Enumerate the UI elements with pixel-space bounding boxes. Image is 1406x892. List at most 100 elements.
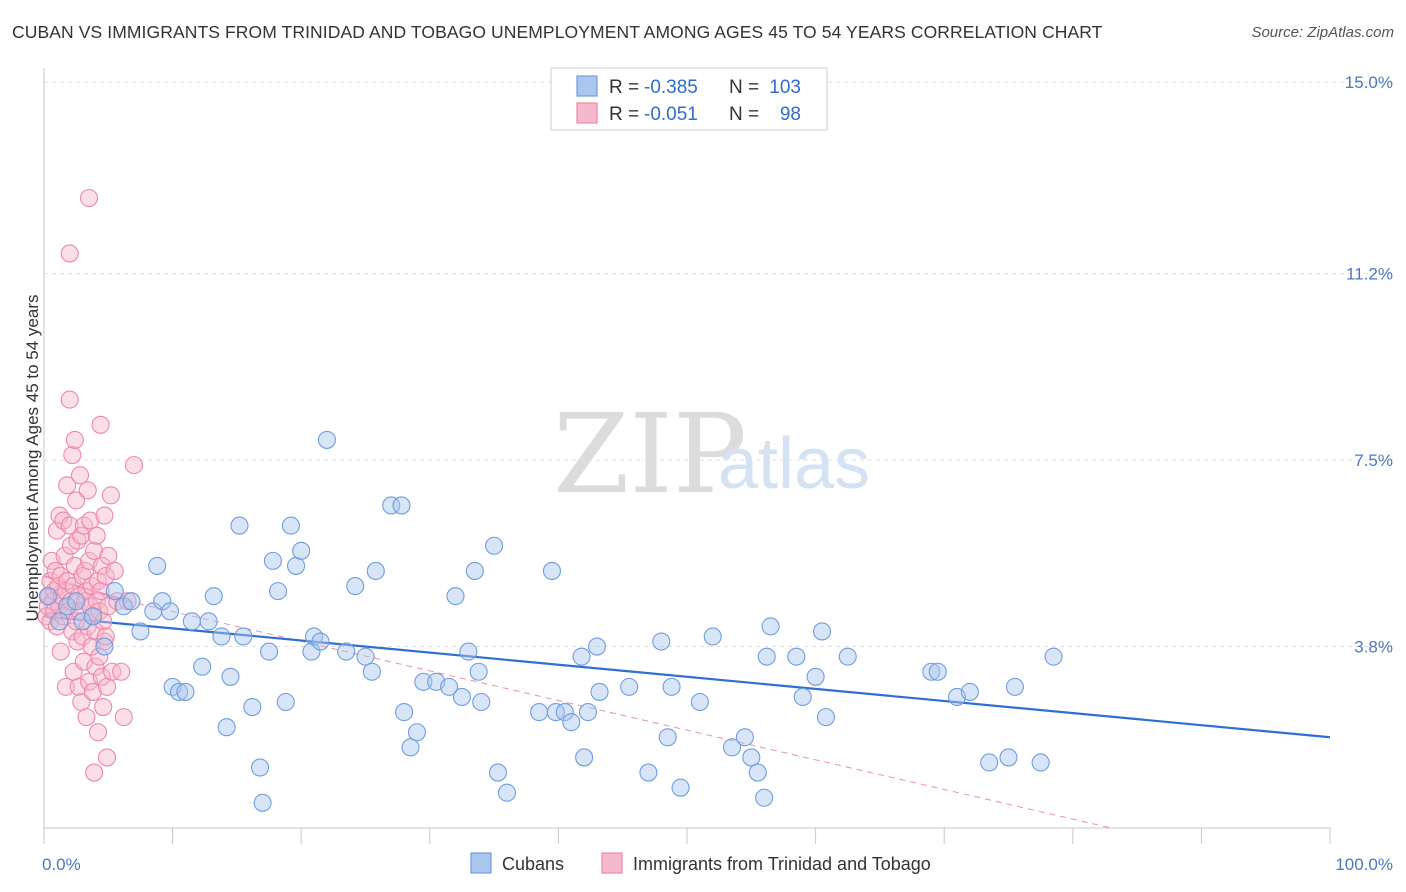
data-point-trinidad-tobago [68, 632, 87, 651]
data-point-trinidad-tobago [67, 491, 86, 510]
data-point-cubans [362, 662, 381, 681]
data-point-cubans [148, 556, 167, 575]
trend-projection-trinidad-tobago [127, 600, 1112, 829]
data-point-trinidad-tobago [76, 561, 95, 581]
bottom-legend-swatch-trinidad-tobago [601, 852, 623, 874]
y-tick-labels: 3.8% 7.5% 11.2% 15.0% [1345, 73, 1393, 656]
data-point-cubans [761, 617, 780, 636]
data-point-trinidad-tobago [92, 667, 111, 686]
data-point-cubans [658, 728, 677, 747]
data-point-cubans [302, 642, 321, 661]
data-point-cubans [922, 662, 941, 681]
data-point-cubans [204, 587, 223, 606]
data-point-trinidad-tobago [87, 526, 106, 545]
data-point-cubans [446, 587, 465, 606]
data-point-trinidad-tobago [46, 561, 65, 581]
data-point-cubans [620, 677, 639, 696]
data-point-cubans [562, 713, 581, 732]
data-point-cubans [95, 637, 114, 656]
data-point-trinidad-tobago [91, 415, 110, 434]
data-point-cubans [281, 516, 300, 535]
data-point-cubans [182, 612, 201, 631]
legend-r-label-cubans: R = [609, 77, 639, 98]
data-point-cubans [366, 561, 385, 581]
data-point-trinidad-tobago [95, 506, 114, 525]
data-point-trinidad-tobago [65, 556, 84, 575]
data-point-cubans [234, 627, 253, 646]
data-point-cubans [572, 647, 591, 666]
bottom-legend-label-tt: Immigrants from Trinidad and Tobago [633, 854, 931, 874]
data-point-cubans [578, 703, 598, 722]
series-legend: Cubans Immigrants from Trinidad and Toba… [470, 852, 931, 874]
data-point-cubans [73, 612, 92, 631]
data-point-cubans [1031, 753, 1050, 772]
data-point-trinidad-tobago [83, 682, 102, 701]
bottom-legend-label-cubans: Cubans [502, 854, 564, 874]
data-point-cubans [176, 682, 195, 701]
legend-swatch-cubans [576, 75, 598, 97]
data-point-cubans [292, 541, 311, 560]
data-point-cubans [575, 748, 594, 767]
data-point-cubans [497, 783, 517, 802]
data-point-cubans [465, 561, 484, 581]
data-point-trinidad-tobago [58, 476, 77, 495]
legend-r-value-cubans: -0.385 [644, 77, 698, 98]
data-point-cubans [193, 657, 212, 676]
legend-swatch-trinidad-tobago [576, 102, 598, 124]
data-point-cubans [440, 677, 459, 696]
data-point-trinidad-tobago [96, 566, 115, 586]
data-point-cubans [407, 723, 426, 742]
data-point-cubans [217, 718, 236, 737]
chart-title: CUBAN VS IMMIGRANTS FROM TRINIDAD AND TO… [12, 22, 1103, 42]
data-point-cubans [401, 738, 420, 757]
data-point-cubans [346, 577, 365, 596]
data-point-cubans [160, 602, 180, 621]
data-point-trinidad-tobago [112, 662, 131, 681]
y-tick-label: 11.2% [1346, 265, 1393, 284]
source-credit: Source: ZipAtlas.com [1251, 24, 1394, 41]
series-trinidad-tobago [37, 188, 144, 782]
data-point-cubans [703, 627, 722, 646]
watermark-zip: ZIP [553, 390, 747, 518]
data-point-cubans [838, 647, 857, 666]
data-point-cubans [755, 788, 774, 807]
data-point-cubans [555, 703, 574, 722]
data-point-cubans [243, 697, 262, 717]
data-point-cubans [812, 622, 832, 641]
gridlines [44, 81, 1393, 648]
data-point-trinidad-tobago [78, 481, 97, 500]
trend-line-cubans [43, 615, 1331, 739]
legend-r-label-tt: R = [609, 104, 639, 125]
data-point-cubans [530, 703, 549, 722]
data-point-cubans [757, 647, 776, 666]
data-point-cubans [735, 728, 754, 747]
data-point-cubans [221, 667, 240, 686]
data-point-cubans [639, 763, 658, 782]
data-point-trinidad-tobago [85, 763, 104, 782]
data-point-cubans [690, 692, 709, 712]
y-tick-label: 3.8% [1354, 638, 1393, 657]
data-point-trinidad-tobago [60, 390, 79, 409]
legend-n-value-tt: 98 [780, 104, 801, 125]
data-point-cubans [230, 516, 249, 535]
data-point-cubans [928, 662, 947, 681]
data-point-trinidad-tobago [99, 597, 118, 616]
axes [43, 68, 1331, 844]
data-point-trinidad-tobago [60, 516, 79, 535]
correlation-legend: R = -0.385 N = 103 R = -0.051 N = 98 [550, 67, 828, 131]
legend-r-value-tt: -0.051 [644, 104, 698, 125]
data-point-trinidad-tobago [51, 642, 70, 661]
data-point-trinidad-tobago [56, 677, 75, 696]
data-point-cubans [742, 748, 761, 767]
y-tick-label: 15.0% [1345, 73, 1393, 92]
data-point-cubans [356, 647, 375, 666]
data-point-cubans [452, 687, 472, 707]
data-point-cubans [199, 612, 218, 631]
data-point-cubans [472, 692, 491, 712]
data-point-trinidad-tobago [63, 445, 82, 465]
legend-n-value-cubans: 103 [769, 77, 801, 98]
bottom-legend-swatch-cubans [470, 852, 492, 874]
data-point-cubans [212, 627, 231, 646]
data-point-cubans [263, 551, 282, 570]
